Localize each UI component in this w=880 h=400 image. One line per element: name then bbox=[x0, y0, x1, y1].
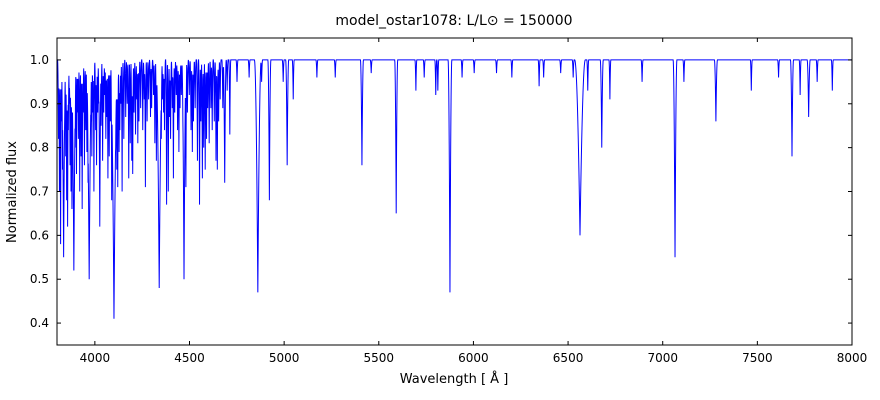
x-tick-label: 4000 bbox=[80, 351, 111, 365]
y-tick-label: 0.8 bbox=[30, 141, 49, 155]
x-tick-label: 4500 bbox=[174, 351, 205, 365]
x-tick-label: 7000 bbox=[647, 351, 678, 365]
x-tick-label: 6500 bbox=[553, 351, 584, 365]
chart-title: model_ostar1078: L/L⊙ = 150000 bbox=[335, 13, 572, 29]
x-tick-label: 8000 bbox=[837, 351, 868, 365]
y-tick-label: 0.5 bbox=[30, 272, 49, 286]
y-tick-label: 0.4 bbox=[30, 316, 49, 330]
x-axis-label: Wavelength [ Å ] bbox=[400, 371, 509, 387]
y-tick-label: 0.6 bbox=[30, 228, 49, 242]
x-tick-label: 5500 bbox=[364, 351, 395, 365]
x-tick-label: 6000 bbox=[458, 351, 489, 365]
x-tick-label: 7500 bbox=[742, 351, 773, 365]
y-tick-label: 0.9 bbox=[30, 97, 49, 111]
y-tick-label: 0.7 bbox=[30, 185, 49, 199]
x-tick-label: 5000 bbox=[269, 351, 300, 365]
plot-area: 4000 4500 5000 5500 6000 6500 7000 7500 8000 0.4 0… bbox=[30, 37, 868, 365]
spectrum-line bbox=[57, 59, 852, 319]
y-tick-label: 1.0 bbox=[30, 53, 49, 67]
y-axis-label: Normalized flux bbox=[5, 141, 20, 243]
